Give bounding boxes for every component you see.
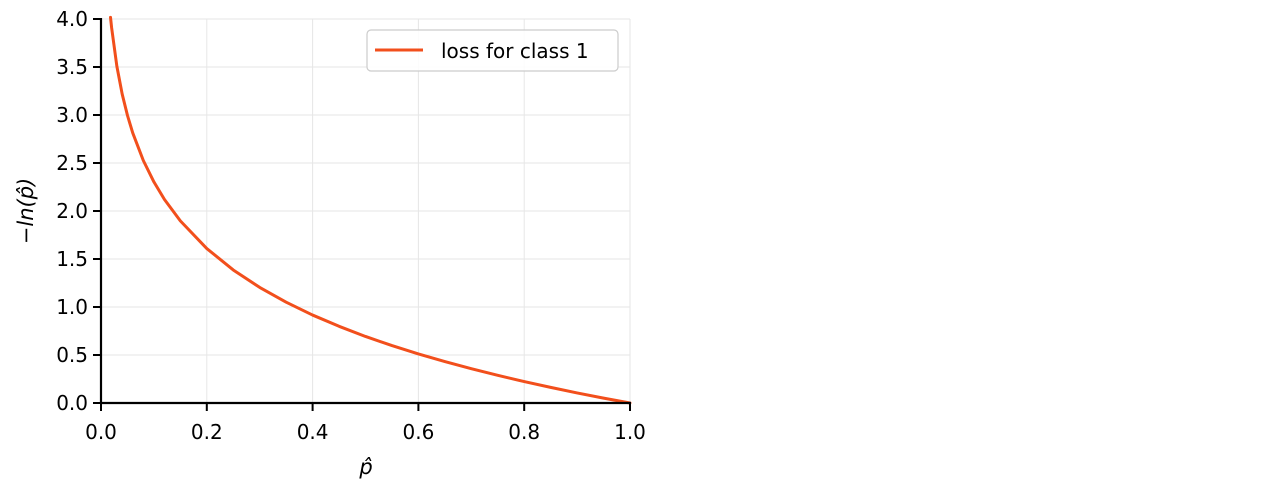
legend-label: loss for class 1 <box>441 39 589 63</box>
y-tick-label: 0.0 <box>56 391 88 415</box>
y-tick-label: 4.0 <box>56 7 88 31</box>
x-tick-label: 0.0 <box>85 420 117 444</box>
y-tick-label: 1.0 <box>56 295 88 319</box>
x-tick-label: 0.4 <box>297 420 329 444</box>
x-tick-label: 0.8 <box>508 420 540 444</box>
grid <box>100 18 631 404</box>
y-tick-label: 2.0 <box>56 199 88 223</box>
x-tick-label: 0.2 <box>191 420 223 444</box>
plot-area <box>109 15 632 405</box>
legend: loss for class 1 <box>366 29 619 72</box>
series-line-loss-class-1 <box>109 15 632 405</box>
y-tick-label: 3.5 <box>56 55 88 79</box>
x-tick-label: 1.0 <box>614 420 646 444</box>
y-tick-label: 2.5 <box>56 151 88 175</box>
y-axis-label: −ln(p̂) <box>14 178 38 244</box>
y-tick-label: 0.5 <box>56 343 88 367</box>
y-tick-label: 3.0 <box>56 103 88 127</box>
legend-box <box>366 29 619 72</box>
x-tick-label: 0.6 <box>402 420 434 444</box>
x-axis-label: p̂ <box>358 455 372 479</box>
y-ticks: 0.0 0.5 1.0 1.5 2.0 2.5 3.0 3.5 4.0 <box>56 7 101 415</box>
x-ticks: 0.0 0.2 0.4 0.6 0.8 1.0 <box>85 403 646 444</box>
y-tick-label: 1.5 <box>56 247 88 271</box>
